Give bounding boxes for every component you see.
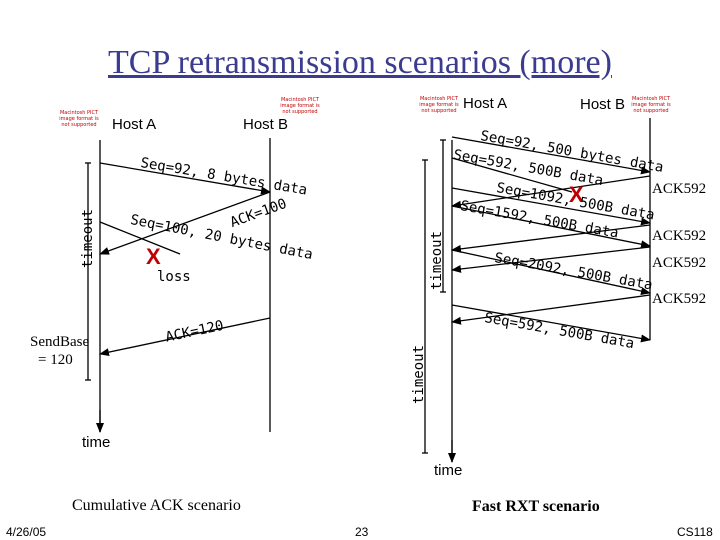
footer-course: CS118 <box>677 525 713 539</box>
right-ack4-arrow <box>451 294 651 325</box>
left-host-a-label: Host A <box>112 116 157 133</box>
right-ack1-arrow <box>451 175 651 209</box>
left-sendbase-line1: SendBase <box>30 334 90 350</box>
image-placeholder-left-b: Macintosh PICT image format is not suppo… <box>280 97 320 115</box>
right-ack3-arrow <box>451 246 651 273</box>
left-loss-mark: X <box>146 244 161 269</box>
right-ack4-label: ACK592 <box>652 291 707 307</box>
right-msg5-arrow <box>451 249 651 295</box>
right-ack2-arrow <box>451 224 651 253</box>
right-time-label: time <box>434 462 463 479</box>
left-msg2-arrow <box>99 221 181 255</box>
right-host-a-label: Host A <box>463 95 508 112</box>
right-ack1-label: ACK592 <box>652 181 707 197</box>
right-msg6-arrow <box>451 304 651 343</box>
left-timeout-label: timeout <box>80 208 96 268</box>
left-msg1-arrow <box>99 162 271 195</box>
right-caption: Fast RXT scenario <box>472 498 600 515</box>
image-placeholder-left-a: Macintosh PICT image format is not suppo… <box>59 110 99 128</box>
left-time-label: time <box>82 434 111 451</box>
left-ack2-arrow <box>99 317 271 357</box>
footer-date: 4/26/05 <box>6 525 47 539</box>
right-timeout2-label: timeout <box>411 344 427 404</box>
right-msg1-arrow <box>451 136 651 175</box>
left-loss-label: loss <box>157 269 191 285</box>
image-placeholder-right-a: Macintosh PICT image format is not suppo… <box>419 96 459 114</box>
image-placeholder-right-b: Macintosh PICT image format is not suppo… <box>631 96 671 114</box>
left-sendbase-line2: = 120 <box>38 352 73 368</box>
footer-page-number: 23 <box>355 525 369 539</box>
right-ack2-label: ACK592 <box>652 228 707 244</box>
right-timeout1-label: timeout <box>429 230 445 290</box>
right-msg2-arrow <box>451 157 573 193</box>
slide-title: TCP retransmission scenarios (more) <box>108 44 612 81</box>
right-msg3-arrow <box>451 187 651 226</box>
right-msg4-arrow <box>451 205 651 249</box>
right-ack3-label: ACK592 <box>652 255 707 271</box>
left-caption: Cumulative ACK scenario <box>72 497 241 514</box>
right-loss-mark: X <box>569 182 584 207</box>
left-ack1-arrow <box>99 191 271 255</box>
left-host-b-label: Host B <box>243 116 289 133</box>
right-host-b-label: Host B <box>580 96 626 113</box>
